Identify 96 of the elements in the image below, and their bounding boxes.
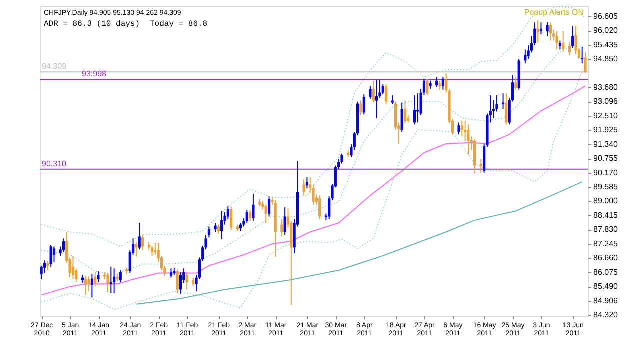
- candlestick: [382, 84, 384, 95]
- candlestick: [179, 272, 182, 295]
- y-tick-label: 84.320: [594, 310, 619, 320]
- candlestick: [436, 76, 438, 88]
- candlestick: [492, 100, 496, 119]
- candlestick: [572, 26, 574, 49]
- y-tick-label: 94.850: [594, 54, 619, 64]
- candlestick: [62, 238, 66, 253]
- candlestick: [264, 204, 268, 224]
- y-tick-label: 91.925: [594, 126, 619, 135]
- y-tick-label: 86.075: [594, 268, 619, 277]
- candlestick: [46, 260, 50, 272]
- candlestick: [404, 100, 407, 124]
- candlestick: [416, 93, 420, 124]
- candlestick: [556, 31, 558, 50]
- candlestick: [208, 226, 210, 238]
- candlestick: [252, 193, 255, 222]
- candlestick: [50, 244, 52, 268]
- annotation: Today = 86.8: [150, 20, 208, 29]
- candlestick: [113, 268, 116, 294]
- candlestick: [88, 276, 90, 292]
- candlestick: [549, 22, 552, 42]
- candlestick: [460, 120, 464, 138]
- candlestick: [268, 196, 271, 218]
- candlestick: [138, 222, 141, 250]
- y-tick-label: 93.680: [594, 82, 619, 92]
- y-tick-label: 93.096: [594, 97, 619, 106]
- y-tick-label: 90.755: [594, 154, 619, 164]
- candlestick: [568, 42, 571, 56]
- candlestick: [217, 224, 220, 235]
- candlestick: [413, 94, 416, 126]
- candlestick: [360, 100, 362, 116]
- candlestick: [106, 272, 110, 293]
- y-tick-label: 95.435: [594, 40, 619, 50]
- candlestick: [362, 94, 366, 116]
- candlestick: [150, 245, 154, 256]
- candlestick: [467, 124, 470, 156]
- candlestick: [94, 272, 97, 288]
- y-tick-label: 89.585: [594, 182, 619, 192]
- line-series: [41, 6, 586, 248]
- candlestick: [52, 246, 56, 263]
- candlestick: [220, 210, 224, 240]
- candlestick: [230, 206, 233, 231]
- candlestick: [574, 26, 578, 55]
- candlestick: [119, 270, 122, 283]
- candlestick: [562, 31, 565, 52]
- candlestick: [90, 274, 94, 298]
- candlestick: [426, 78, 429, 96]
- y-tick-label: 84.906: [594, 296, 619, 306]
- candlestick: [135, 242, 138, 258]
- y-tick-label: 96.020: [594, 26, 619, 36]
- y-tick-label: 92.510: [594, 111, 619, 120]
- candlestick: [154, 242, 157, 256]
- candlestick: [186, 272, 188, 290]
- y-tick-label: 88.415: [594, 210, 619, 220]
- candlestick: [306, 176, 309, 189]
- y-tick-label: 90.170: [594, 168, 619, 178]
- candlestick: [546, 22, 549, 37]
- candlestick: [458, 122, 460, 136]
- ref-line-label: 90.310: [42, 159, 68, 168]
- candlestick: [318, 195, 322, 220]
- candlestick: [97, 271, 100, 283]
- candlestick: [84, 275, 88, 296]
- y-tick-label: 85.490: [594, 282, 619, 292]
- annotation: Popup Alerts ON: [524, 8, 584, 17]
- candlestick: [442, 76, 444, 90]
- y-tick-label: 87.245: [594, 239, 619, 248]
- candlestick: [141, 234, 144, 251]
- candlestick: [514, 76, 518, 90]
- candlestick: [584, 52, 587, 74]
- candlestick: [384, 84, 388, 105]
- candlestick: [505, 93, 508, 126]
- candlestick: [176, 269, 179, 294]
- annotation: ADR = 86.3 (10 days): [44, 20, 140, 29]
- candlestick: [280, 218, 284, 238]
- candlestick: [581, 46, 584, 64]
- ref-line-label: 93.998: [82, 70, 108, 79]
- candlestick: [302, 178, 306, 196]
- candlestick: [369, 86, 372, 100]
- line-series: [136, 182, 583, 305]
- candlestick: [246, 210, 248, 224]
- candlestick: [400, 102, 404, 132]
- candlestick: [536, 20, 540, 43]
- candlestick: [372, 80, 375, 104]
- candlestick: [72, 255, 75, 280]
- candlestick: [170, 268, 173, 278]
- y-tick-label: 87.830: [594, 225, 619, 234]
- ref-line-label: 94.309: [42, 62, 68, 72]
- candlestick: [375, 79, 378, 119]
- candlestick: [284, 207, 286, 236]
- y-tick-label: 86.660: [594, 254, 619, 263]
- candlestick: [464, 120, 467, 142]
- y-tick-label: 89.000: [594, 196, 619, 206]
- y-tick-label: 96.605: [594, 12, 619, 21]
- y-tick-label: 91.340: [594, 140, 619, 149]
- candlestick: [248, 210, 252, 222]
